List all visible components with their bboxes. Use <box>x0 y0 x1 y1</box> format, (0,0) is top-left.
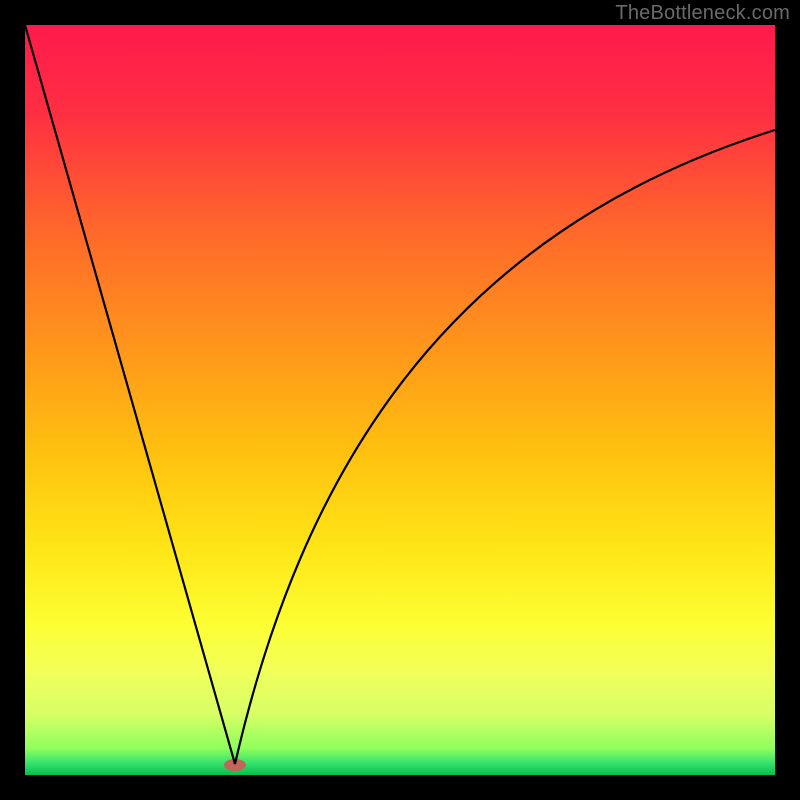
chart-root: TheBottleneck.com <box>0 0 800 800</box>
plot-background <box>25 25 775 775</box>
chart-svg <box>0 0 800 800</box>
watermark-text: TheBottleneck.com <box>615 2 790 25</box>
